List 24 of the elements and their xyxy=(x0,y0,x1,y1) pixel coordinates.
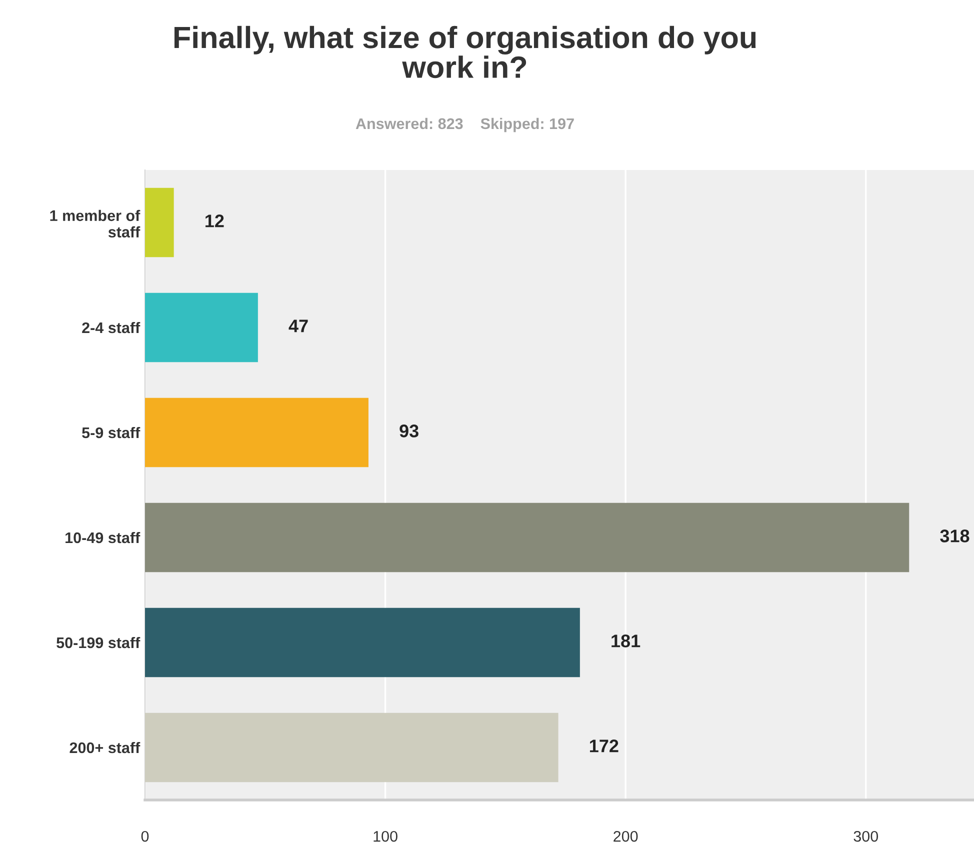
data-label: 93 xyxy=(400,424,418,438)
y-tick-label: 200+ staff xyxy=(70,742,140,754)
bar xyxy=(145,398,368,468)
data-label: 172 xyxy=(590,740,618,752)
bar xyxy=(145,608,580,678)
chart-subtitle: Answered: 823 Skipped: 197 xyxy=(356,118,574,132)
x-tick-label: 0 xyxy=(141,830,149,842)
data-label: 181 xyxy=(612,634,640,648)
y-tick-label: 5-9 staff xyxy=(82,426,140,438)
y-tick-label: 10-49 staff xyxy=(66,532,140,544)
y-tick-label: 50-199 staff xyxy=(56,636,140,648)
x-tick-label: 200 xyxy=(614,830,638,842)
x-tick-label: 100 xyxy=(374,830,398,842)
data-label: 12 xyxy=(206,214,224,228)
x-tick-label: 300 xyxy=(854,830,878,842)
bar xyxy=(145,188,174,258)
bar xyxy=(145,292,258,362)
data-label: 47 xyxy=(288,320,308,332)
y-tick-label: 1 member of staff xyxy=(50,210,140,238)
bar xyxy=(145,502,910,572)
chart-title: Finally, what size of organisation do you work in? xyxy=(174,26,756,78)
y-tick-label: 2-4 staff xyxy=(82,322,140,334)
data-label: 318 xyxy=(940,530,970,542)
bar xyxy=(145,712,558,782)
